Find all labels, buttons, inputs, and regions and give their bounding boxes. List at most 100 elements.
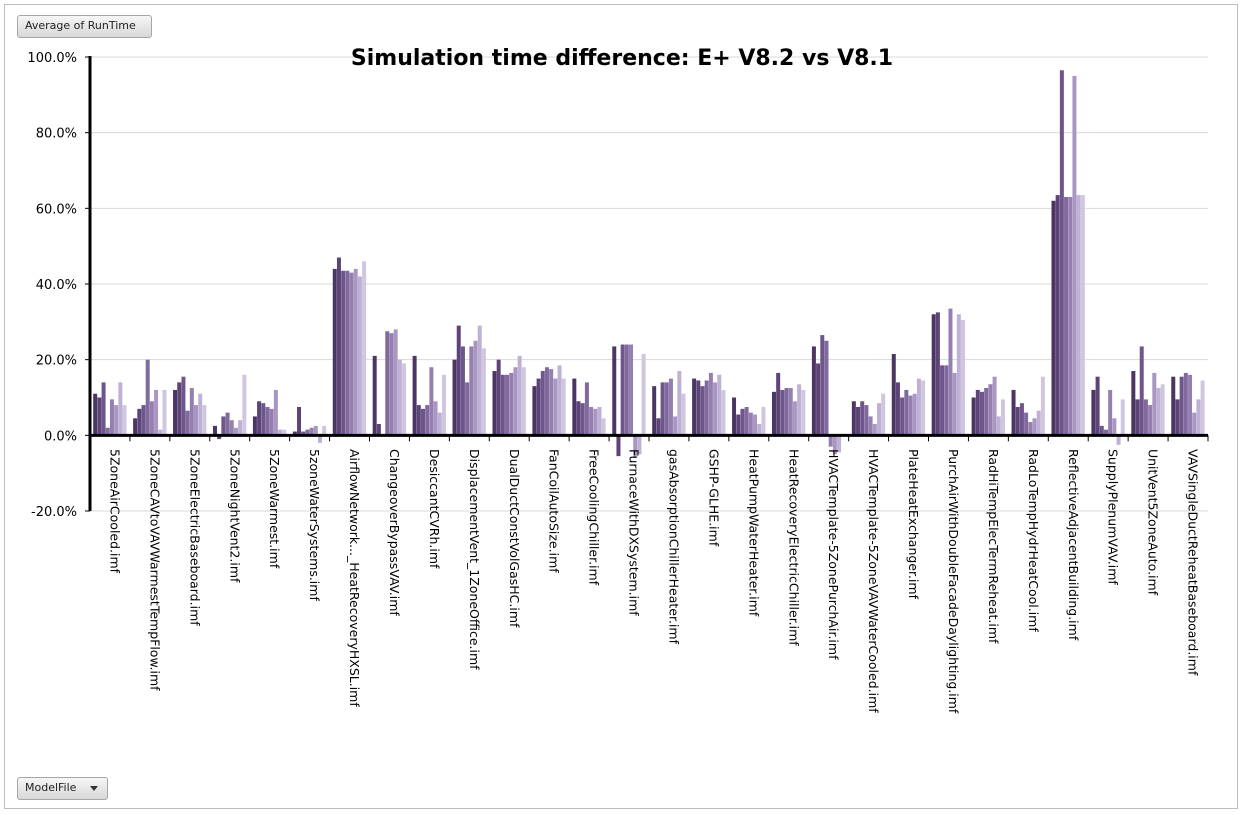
- bar: [860, 401, 865, 436]
- bar: [1099, 425, 1104, 436]
- bar: [828, 435, 833, 447]
- bar: [696, 380, 701, 436]
- bar: [996, 416, 1001, 436]
- bar: [412, 355, 417, 436]
- axis-field-button[interactable]: ModelFile: [17, 777, 108, 800]
- bar: [1183, 372, 1188, 436]
- bar: [1032, 418, 1037, 436]
- bar: [177, 382, 182, 436]
- chevron-down-icon[interactable]: [89, 785, 98, 791]
- bar: [553, 378, 558, 436]
- bar: [904, 389, 909, 436]
- bar: [1139, 346, 1144, 436]
- bar: [162, 389, 167, 436]
- bar: [233, 427, 238, 436]
- bar: [984, 388, 989, 436]
- bar: [393, 329, 398, 436]
- bar: [992, 376, 997, 436]
- bar: [876, 403, 881, 436]
- bar: [868, 416, 873, 436]
- bar: [961, 319, 966, 436]
- bar: [500, 374, 505, 436]
- bar: [660, 382, 665, 436]
- bar: [389, 333, 394, 436]
- bar: [252, 416, 257, 436]
- bar: [1171, 376, 1176, 436]
- bar: [717, 374, 722, 436]
- bar: [513, 367, 518, 436]
- x-tick-label: FreeCoolingChiller.imf: [587, 449, 602, 586]
- bar: [629, 344, 634, 436]
- bar: [908, 395, 913, 436]
- bar: [1080, 195, 1085, 436]
- bar: [637, 435, 642, 455]
- bar: [362, 261, 367, 436]
- bar: [732, 397, 737, 436]
- bar: [761, 406, 766, 436]
- bar: [154, 389, 159, 436]
- bar: [109, 399, 114, 436]
- bar: [1051, 200, 1056, 436]
- bar: [1188, 374, 1193, 436]
- bar: [189, 388, 194, 436]
- bar: [1148, 405, 1153, 436]
- x-tick-label: gasAbsorptionChillerHeater.imf: [666, 449, 681, 645]
- bar: [456, 325, 461, 436]
- bar: [273, 389, 278, 436]
- bar: [194, 405, 198, 436]
- x-tick-label: PurchAirWithDoubleFacadeDaylighting.imf: [946, 449, 961, 714]
- bar: [1200, 380, 1205, 436]
- y-tick-label: 20.0%: [36, 354, 77, 369]
- bar: [832, 435, 837, 455]
- x-tick-label: FurnaceWithDXSystem.imf: [627, 449, 642, 616]
- bar: [282, 429, 287, 436]
- x-tick-label: VAVSingleDuctReheatBaseboard.imf: [1186, 449, 1201, 676]
- bar: [744, 406, 749, 436]
- y-tick-label: 80.0%: [36, 127, 77, 142]
- bar: [416, 405, 421, 436]
- bar: [265, 406, 270, 436]
- bar: [465, 382, 470, 436]
- bar: [656, 418, 661, 436]
- bar: [336, 257, 341, 436]
- bar: [935, 312, 940, 436]
- bar: [217, 435, 222, 440]
- bar: [708, 372, 713, 436]
- bar: [916, 378, 921, 436]
- bar: [881, 393, 886, 436]
- bar: [181, 376, 186, 436]
- value-field-button[interactable]: Average of RunTime: [17, 15, 152, 38]
- bar: [780, 389, 785, 436]
- y-tick-labels: -20.0% 0.0% 20.0% 40.0% 60.0% 80.0% 100.0%: [27, 51, 77, 520]
- bar: [557, 365, 562, 436]
- bar: [433, 401, 438, 436]
- bar: [1103, 429, 1108, 436]
- bar: [202, 405, 207, 436]
- bar: [261, 403, 266, 436]
- bar: [561, 378, 566, 436]
- bar: [1116, 435, 1121, 445]
- axis-field-label: ModelFile: [25, 781, 77, 794]
- bar: [397, 359, 402, 436]
- bar: [133, 418, 138, 436]
- bar: [1152, 372, 1157, 436]
- bar: [851, 401, 856, 436]
- x-tick-label: DisplacementVent_1ZoneOffice.imf: [467, 449, 482, 670]
- bar: [345, 270, 350, 436]
- bar: [452, 359, 457, 436]
- bar: [1055, 195, 1060, 436]
- x-tick-label: GSHP-GLHE.imf: [706, 449, 721, 547]
- x-tick-label: HVACTemplate-5ZonePurchAir.imf: [826, 449, 841, 660]
- bar: [105, 427, 110, 436]
- bar: [811, 346, 816, 436]
- bar: [776, 372, 781, 436]
- x-tick-label: HeatRecoveryElectricChiller.imf: [786, 449, 801, 646]
- bar: [1059, 70, 1064, 436]
- x-tick-label: PlateHeatExchanger.imf: [906, 449, 921, 600]
- bar: [1091, 389, 1096, 436]
- bar: [301, 431, 306, 436]
- bar: [402, 363, 407, 436]
- x-tick-label: SupplyPlenumVAV.imf: [1106, 449, 1121, 585]
- x-tick-label: 5ZoneCAVtoVAVWarmestTempFlow.imf: [147, 449, 162, 691]
- bar: [704, 380, 709, 436]
